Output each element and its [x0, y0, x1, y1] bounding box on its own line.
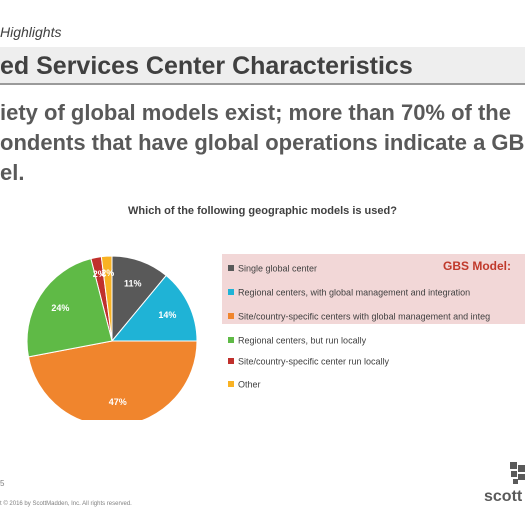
legend-label: Site/country-specific centers with globa… [238, 311, 491, 322]
gbs-model-label: GBS Model: [443, 259, 511, 273]
slide-title: ed Services Center Characteristics [0, 52, 413, 80]
legend-swatch [228, 336, 234, 343]
pie-slice-label: 24% [51, 303, 69, 313]
legend-swatch [228, 380, 234, 387]
pie-chart: 2%2% 11% 14% 47% 24% [26, 255, 198, 420]
legend-label: Site/country-specific center run locally [238, 356, 390, 367]
legend-swatch [228, 312, 234, 319]
pie-slice-label: 2% [101, 268, 114, 278]
legend-swatch [228, 288, 234, 295]
legend-item: Regional centers, with global management… [228, 287, 470, 301]
chart-title: Which of the following geographic models… [128, 205, 397, 217]
legend-item: Regional centers, but run locally [228, 335, 366, 349]
body-line-2: ondents that have global operations indi… [0, 130, 525, 155]
legend-item: Single global center [228, 263, 317, 277]
copyright-notice: t © 2016 by ScottMadden, Inc. All rights… [0, 501, 132, 507]
legend-swatch [228, 264, 234, 271]
section-subhead: Highlights [0, 24, 62, 40]
gbs-highlight-box [222, 254, 525, 324]
pie-slice [110, 274, 198, 342]
page-number: 5 [0, 479, 5, 488]
pie-slice [27, 340, 198, 420]
title-rule [0, 83, 525, 85]
pie-slice-label: 47% [109, 397, 127, 407]
pie-slice-label: 11% [124, 278, 142, 288]
pie-slice-label: 14% [158, 310, 176, 320]
legend-item: Site/country-specific center run locally [228, 356, 389, 370]
pie-slice-label: 2% [93, 269, 106, 279]
pie-slice [26, 258, 113, 358]
logo-icon [510, 462, 525, 484]
legend-label: Regional centers, but run locally [238, 335, 367, 346]
body-line-3: el. [0, 160, 25, 185]
logo-text: scott [484, 488, 523, 505]
legend-swatch [228, 357, 234, 364]
legend-label: Regional centers, with global management… [238, 287, 471, 298]
legend-item: Other [228, 379, 261, 393]
legend-label: Other [238, 379, 261, 390]
body-line-1: iety of global models exist; more than 7… [0, 100, 511, 125]
legend-label: Single global center [238, 263, 318, 274]
title-bar [0, 47, 525, 83]
legend-item: Site/country-specific centers with globa… [228, 311, 490, 325]
